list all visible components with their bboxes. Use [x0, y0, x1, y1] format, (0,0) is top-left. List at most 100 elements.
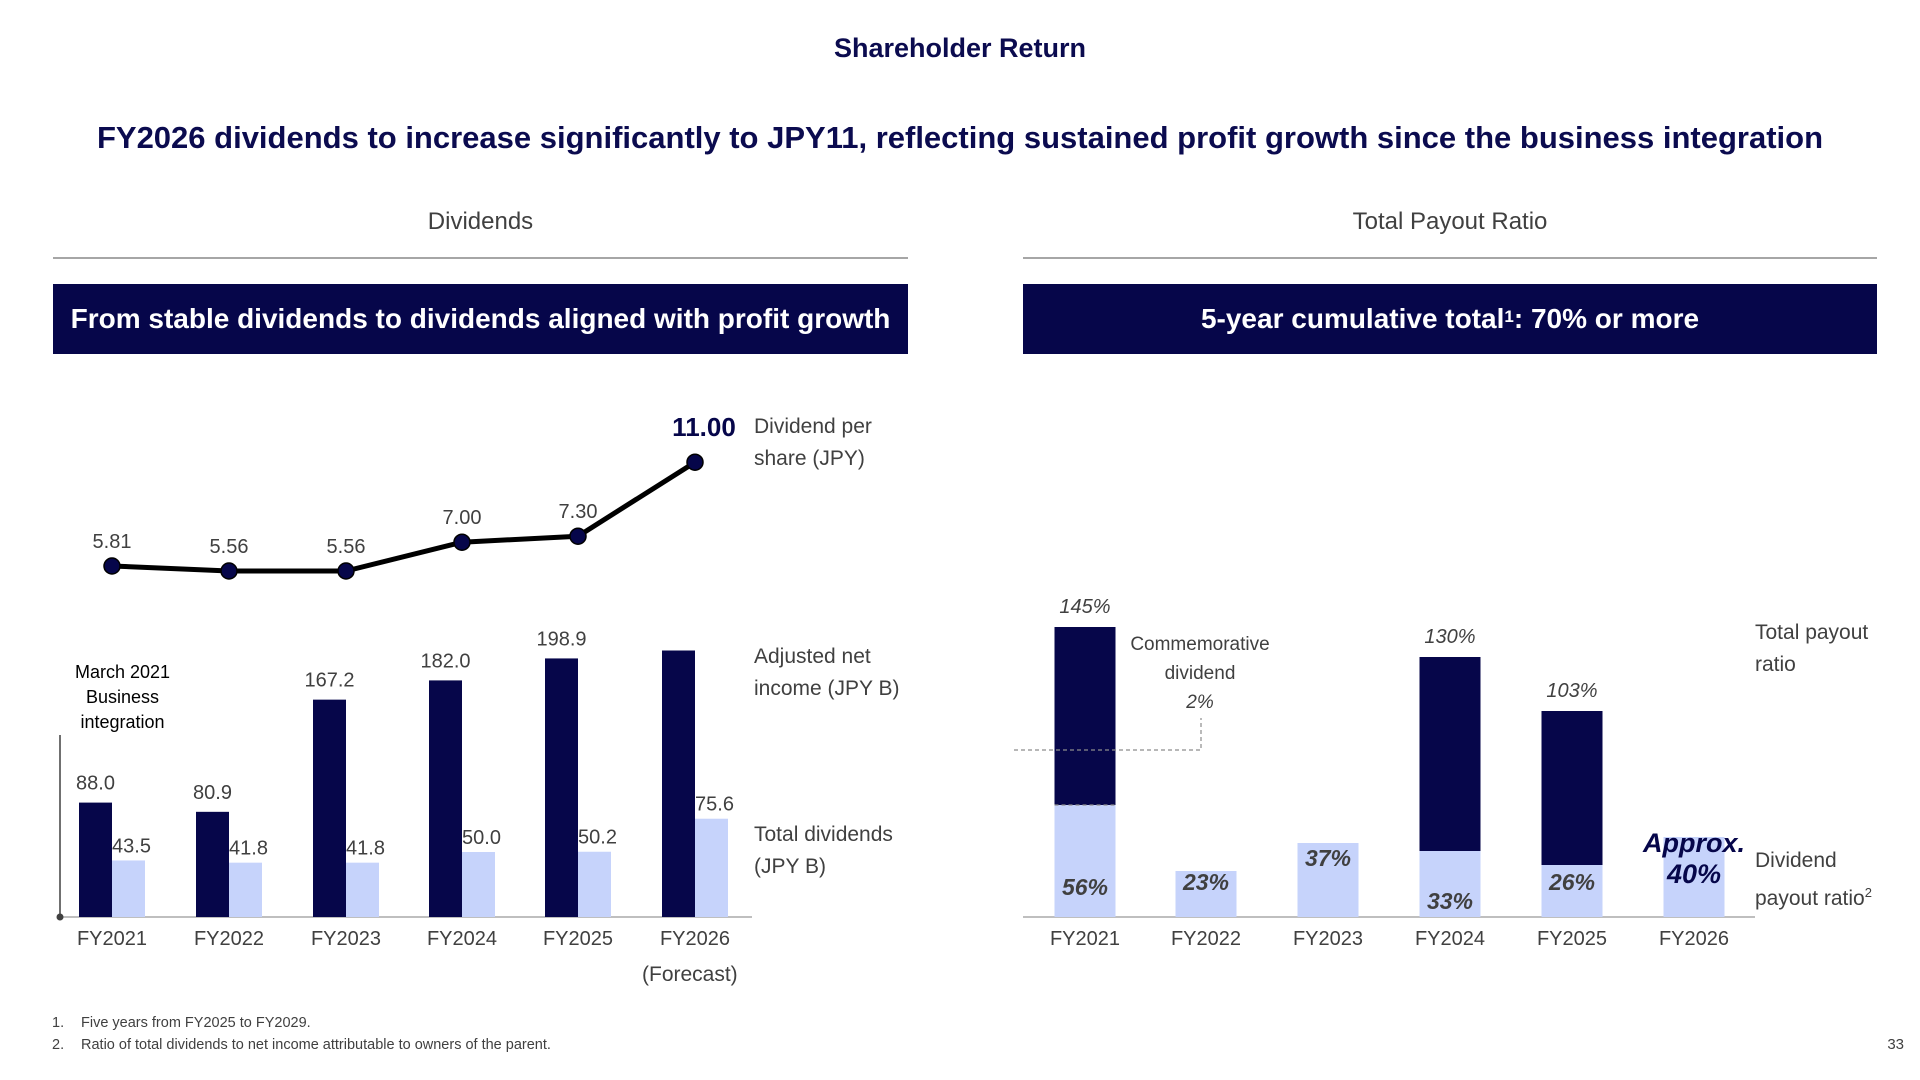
bar-total-dividends-fy2023	[346, 862, 379, 917]
payout-section-title: Total Payout Ratio	[1352, 208, 1548, 235]
dividends-chart: 5.81 5.56 5.56 7.00 7.30 11.00 88.0 43.5 80.9 41…	[56, 412, 752, 950]
label-dividend-payout-fy2024: 33%	[1427, 888, 1473, 914]
legend-total-payout-ratio: Total payout ratio	[1755, 617, 1868, 681]
bar-adjusted-net-income-fy2024	[429, 680, 462, 917]
payout-banner-tail: : 70% or more	[1513, 303, 1700, 334]
category-label-fy2022: FY2022	[1171, 928, 1241, 950]
label-total-payout-fy2021: 145%	[1059, 596, 1110, 618]
category-label-fy2026: FY2026	[660, 928, 730, 950]
dps-point-fy2025	[569, 527, 587, 545]
forecast-note: (Forecast)	[642, 963, 738, 986]
bar-total-dividends-fy2024	[462, 852, 495, 917]
legend-dps-line1: Dividend per	[754, 415, 872, 438]
approx-label-line2: 40%	[1666, 859, 1721, 889]
commemorative-annotation: Commemorative dividend 2%	[1115, 630, 1285, 717]
dps-point-fy2024	[453, 533, 471, 551]
bar-adjusted-net-income-fy2025	[545, 658, 578, 917]
label-total-payout-fy2025: 103%	[1546, 680, 1597, 702]
dps-point-fy2023	[337, 562, 355, 580]
legend-ani-line1: Adjusted net	[754, 645, 871, 668]
category-label-fy2021: FY2021	[77, 928, 147, 950]
label-dividend-payout-fy2025: 26%	[1548, 869, 1595, 895]
category-label-fy2025: FY2025	[543, 928, 613, 950]
category-label-fy2021: FY2021	[1050, 928, 1120, 950]
label-adjusted-net-income-fy2021: 88.0	[76, 773, 115, 795]
label-total-dividends-fy2022: 41.8	[229, 838, 268, 860]
bar-dividend-payout-fy2026	[1663, 837, 1725, 917]
label-total-dividends-fy2025: 50.2	[578, 827, 617, 849]
label-adjusted-net-income-fy2025: 198.9	[536, 628, 586, 650]
footnote-2-text: Ratio of total dividends to net income a…	[81, 1037, 551, 1053]
bar-adjusted-net-income-fy2026	[662, 650, 695, 917]
commemorative-line2: dividend	[1164, 663, 1236, 684]
dps-point-fy2021	[103, 557, 121, 575]
integration-marker-dot	[56, 913, 64, 921]
page-number: 33	[1887, 1036, 1904, 1053]
label-total-payout-fy2024: 130%	[1424, 626, 1475, 648]
legend-dps-line2: share (JPY)	[754, 447, 865, 470]
bar-total-dividends-fy2022	[229, 862, 262, 917]
category-label-fy2022: FY2022	[194, 928, 264, 950]
label-total-dividends-fy2026: 75.6	[695, 794, 734, 816]
label-total-dividends-fy2024: 50.0	[462, 827, 501, 849]
headline: FY2026 dividends to increase significant…	[96, 120, 1824, 155]
dividends-banner: From stable dividends to dividends align…	[53, 284, 908, 354]
label-dividend-payout-fy2022: 23%	[1182, 869, 1229, 895]
bar-total-dividends-fy2026	[695, 818, 728, 917]
payout-banner-footnote-ref: 1	[1504, 307, 1514, 326]
commemorative-line1: Commemorative	[1130, 634, 1270, 655]
legend-dpr-line1: Dividend	[1755, 849, 1837, 872]
dps-point-fy2022	[220, 562, 238, 580]
integration-annotation-line3: integration	[80, 712, 165, 732]
label-adjusted-net-income-fy2022: 80.9	[193, 782, 232, 804]
bar-adjusted-net-income-fy2022	[196, 811, 229, 917]
bar-dividend-payout-fy2021	[1054, 805, 1116, 917]
footnote-2-number: 2.	[52, 1037, 65, 1053]
legend-dpr-line2-text: payout ratio	[1755, 887, 1865, 910]
label-dps-fy2025: 7.30	[559, 501, 598, 523]
payout-banner: 5-year cumulative total 1: 70% or more	[1023, 284, 1877, 354]
bar-total-payout-fy2021	[1054, 627, 1116, 805]
bar-adjusted-net-income-fy2023	[313, 699, 346, 917]
bar-adjusted-net-income-fy2021	[79, 802, 112, 917]
legend-tpr-line1: Total payout	[1755, 621, 1869, 644]
label-dps-fy2024: 7.00	[443, 507, 482, 529]
label-dps-fy2022: 5.56	[210, 536, 249, 558]
legend-td-line1: Total dividends	[754, 823, 893, 846]
label-dps-fy2023: 5.56	[327, 536, 366, 558]
category-label-fy2025: FY2025	[1537, 928, 1607, 950]
category-label-fy2024: FY2024	[427, 928, 497, 950]
bar-dividend-payout-fy2023	[1297, 843, 1359, 917]
legend-total-dividends: Total dividends (JPY B)	[754, 819, 893, 883]
integration-annotation-line1: March 2021	[74, 662, 171, 682]
integration-annotation-line2: Business	[85, 687, 160, 707]
label-adjusted-net-income-fy2023: 167.2	[304, 670, 354, 692]
label-dividend-payout-fy2021: 56%	[1062, 874, 1108, 900]
approx-label-line1: Approx.	[1642, 828, 1745, 858]
category-label-fy2024: FY2024	[1415, 928, 1485, 950]
legend-ani-line2: income (JPY B)	[754, 677, 900, 700]
payout-banner-main: 5-year cumulative total	[1200, 303, 1505, 334]
bar-total-payout-fy2024	[1419, 657, 1481, 851]
dividend-per-share-line	[111, 460, 697, 574]
label-total-dividends-fy2023: 41.8	[346, 838, 385, 860]
legend-adjusted-net-income: Adjusted net income (JPY B)	[754, 641, 900, 705]
footnote-2: 2. Ratio of total dividends to net income…	[52, 1037, 551, 1053]
dividends-section-rule	[53, 257, 908, 259]
legend-tpr-line2: ratio	[1755, 653, 1796, 676]
category-label-fy2023: FY2023	[311, 928, 381, 950]
footnote-1: 1. Five years from FY2025 to FY2029.	[52, 1015, 311, 1031]
category-label-fy2026: FY2026	[1659, 928, 1729, 950]
label-total-dividends-fy2021: 43.5	[112, 835, 151, 857]
payout-ratio-chart: 145% 56% 23% 37% 130% 33% 103% 26% FY2021 FY2022…	[1014, 596, 1755, 950]
label-adjusted-net-income-fy2024: 182.0	[420, 650, 470, 672]
bar-total-payout-fy2025	[1541, 711, 1603, 865]
legend-dpr-line2: payout ratio2	[1755, 877, 1872, 915]
footnote-1-number: 1.	[52, 1015, 65, 1031]
footnote-1-text: Five years from FY2025 to FY2029.	[81, 1015, 311, 1031]
commemorative-value: 2%	[1186, 692, 1214, 713]
dps-point-fy2026	[686, 453, 704, 471]
label-dps-fy2021: 5.81	[93, 531, 132, 553]
legend-dividend-per-share: Dividend per share (JPY)	[754, 411, 872, 475]
bar-dividend-payout-fy2025	[1541, 865, 1603, 917]
